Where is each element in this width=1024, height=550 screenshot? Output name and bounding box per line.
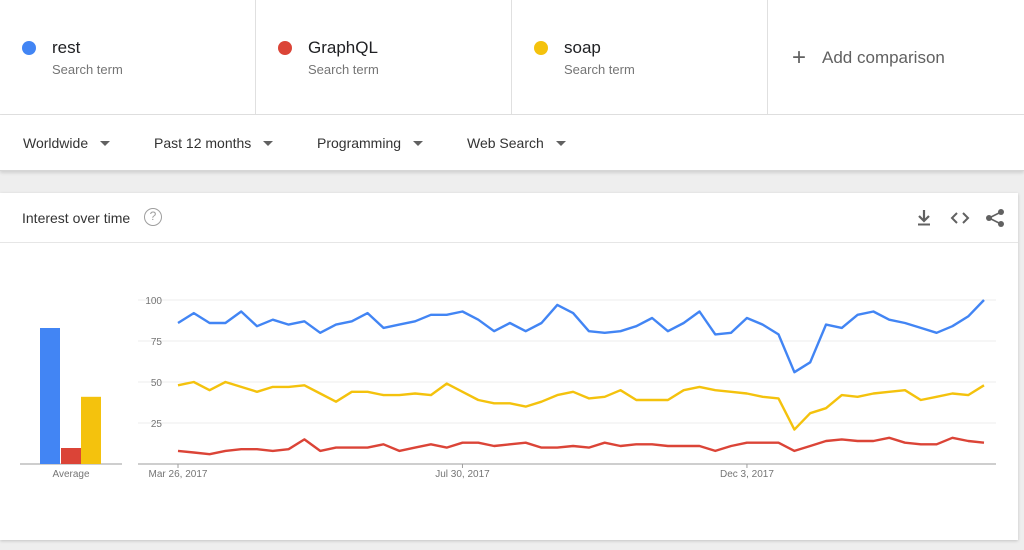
series-line-rest[interactable] bbox=[177, 299, 985, 374]
share-icon[interactable] bbox=[984, 207, 1006, 229]
term-card-rest[interactable]: rest Search term bbox=[0, 0, 256, 115]
bar-chart-xlabel: Average bbox=[52, 469, 90, 480]
term-color-dot bbox=[534, 41, 548, 55]
plus-icon: + bbox=[792, 43, 807, 71]
y-tick-label: 50 bbox=[151, 378, 163, 389]
y-tick-label: 25 bbox=[151, 419, 163, 430]
average-bar-graphql[interactable] bbox=[61, 448, 81, 464]
interest-over-time-card: Interest over time ? Average 25 50 75 100 Ma… bbox=[0, 193, 1018, 540]
help-circle-icon[interactable]: ? bbox=[144, 208, 162, 226]
add-comparison-label: Add comparison bbox=[822, 47, 945, 67]
term-type: Search term bbox=[52, 62, 123, 77]
series-line-soap[interactable] bbox=[177, 380, 985, 431]
add-comparison-button[interactable]: + Add comparison bbox=[768, 0, 1024, 115]
term-color-dot bbox=[22, 41, 36, 55]
term-card-graphql[interactable]: GraphQL Search term bbox=[256, 0, 512, 115]
filter-bar: Worldwide Past 12 months Programming Web… bbox=[0, 115, 1024, 171]
caret-down-icon bbox=[263, 140, 274, 146]
region-filter-dropdown[interactable]: Worldwide bbox=[23, 135, 111, 151]
line-chart: 25 50 75 100 Mar 26, 2017 Jul 30, 2017 Dec 3, … bbox=[138, 296, 996, 480]
comparison-terms: rest Search term GraphQL Search term soa… bbox=[0, 0, 1024, 115]
card-title: Interest over time bbox=[22, 210, 131, 226]
x-tick-label: Jul 30, 2017 bbox=[435, 469, 490, 480]
y-tick-label: 75 bbox=[151, 337, 163, 348]
region-filter-label: Worldwide bbox=[23, 135, 89, 151]
caret-down-icon bbox=[555, 140, 566, 146]
caret-down-icon bbox=[413, 140, 424, 146]
time-filter-label: Past 12 months bbox=[154, 135, 252, 151]
time-filter-dropdown[interactable]: Past 12 months bbox=[154, 135, 274, 151]
average-bar-rest[interactable] bbox=[40, 328, 60, 464]
x-tick-label: Dec 3, 2017 bbox=[720, 469, 774, 480]
term-card-soap[interactable]: soap Search term bbox=[512, 0, 768, 115]
term-type: Search term bbox=[308, 62, 379, 77]
y-tick-label: 100 bbox=[145, 296, 162, 307]
embed-code-icon[interactable] bbox=[949, 207, 971, 229]
x-tick-label: Mar 26, 2017 bbox=[149, 469, 208, 480]
term-name: GraphQL bbox=[308, 38, 378, 57]
category-filter-label: Programming bbox=[317, 135, 402, 151]
term-type: Search term bbox=[564, 62, 635, 77]
term-name: soap bbox=[564, 38, 601, 57]
interest-over-time-chart: Average 25 50 75 100 Mar 26, 2017 Jul 30, 201… bbox=[20, 296, 996, 480]
average-bar-soap[interactable] bbox=[81, 396, 101, 464]
average-bar-chart: Average bbox=[20, 328, 122, 480]
caret-down-icon bbox=[100, 140, 111, 146]
download-icon[interactable] bbox=[913, 207, 935, 229]
term-name: rest bbox=[52, 38, 81, 57]
search-type-filter-dropdown[interactable]: Web Search bbox=[467, 135, 566, 151]
category-filter-dropdown[interactable]: Programming bbox=[317, 135, 424, 151]
series-line-graphql[interactable] bbox=[177, 436, 985, 456]
term-color-dot bbox=[278, 41, 292, 55]
card-header: Interest over time ? bbox=[0, 193, 1018, 243]
search-type-filter-label: Web Search bbox=[467, 135, 544, 151]
